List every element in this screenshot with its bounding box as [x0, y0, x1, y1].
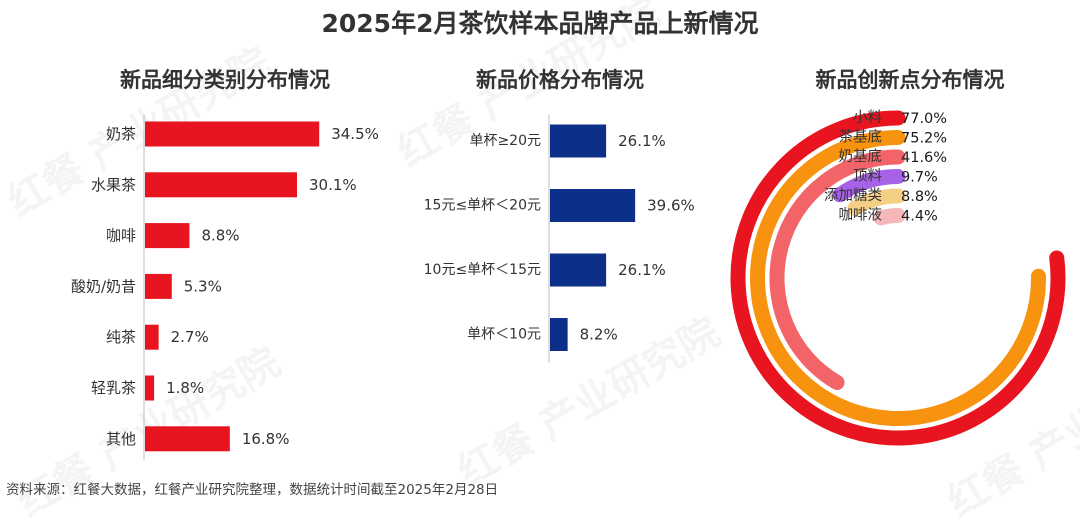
innovation-value-label: 9.7% — [901, 170, 938, 186]
category-value-label: 34.5% — [331, 125, 379, 143]
category-value-label: 1.8% — [166, 379, 204, 397]
price-value-label: 39.6% — [647, 197, 695, 215]
price-category-label: 15元≤单杯＜20元 — [424, 198, 541, 214]
category-bar — [145, 375, 155, 401]
category-bar — [145, 172, 298, 198]
innovation-category-label: 添加糖类 — [824, 187, 882, 204]
innovation-category-label: 小料 — [853, 109, 882, 126]
category-category-label: 酸奶/奶昔 — [71, 277, 136, 295]
category-category-label: 水果茶 — [91, 176, 136, 194]
price-category-label: 单杯＜10元 — [467, 327, 541, 343]
price-category-label: 10元≤单杯＜15元 — [424, 262, 541, 278]
price-value-label: 26.1% — [618, 132, 666, 150]
price-bar-chart: 单杯≥20元 26.1% 15元≤单杯＜20元 39.6% 10元≤单杯＜15元 26.1… — [424, 114, 695, 363]
category-category-label: 轻乳茶 — [91, 379, 136, 397]
category-category-label: 其他 — [106, 430, 136, 448]
category-bar-chart: 奶茶 34.5% 水果茶 30.1% 咖啡 8.8% 酸奶/奶昔 5.3% 纯茶 2.7% 轻乳茶 1… — [71, 114, 379, 461]
innovation-ring — [832, 169, 906, 203]
category-value-label: 5.3% — [184, 277, 222, 295]
category-bar — [145, 223, 190, 249]
innovation-value-label: 77.0% — [901, 111, 947, 127]
innovation-ring — [730, 110, 1066, 446]
page-title: 2025年2月茶饮样本品牌产品上新情况 — [321, 9, 759, 38]
category-category-label: 奶茶 — [106, 125, 136, 143]
innovation-radial-chart: 小料 77.0% 茶基底 75.2% 奶基底 41.6% 顶料 9.7% 添加糖类 8.8% 咖啡液… — [730, 109, 1066, 446]
category-bar — [145, 121, 320, 147]
price-bar — [550, 189, 636, 222]
price-bar — [550, 318, 568, 351]
innovation-category-label: 茶基底 — [839, 129, 883, 146]
innovation-value-label: 8.8% — [901, 189, 938, 205]
innovation-value-label: 75.2% — [901, 131, 947, 147]
price-bar — [550, 253, 607, 287]
category-bar — [145, 273, 172, 299]
category-value-label: 8.8% — [201, 227, 239, 245]
innovation-category-label: 咖啡液 — [839, 207, 883, 224]
category-value-label: 16.8% — [242, 430, 290, 448]
price-category-label: 单杯≥20元 — [469, 133, 541, 149]
innovation-category-label: 奶基底 — [839, 148, 883, 165]
category-bar — [145, 426, 230, 452]
innovation-ring — [847, 188, 906, 216]
innovation-ring — [750, 130, 1046, 426]
chart-title-innovation: 新品创新点分布情况 — [815, 68, 1005, 92]
category-value-label: 2.7% — [171, 328, 209, 346]
category-category-label: 咖啡 — [106, 227, 136, 245]
innovation-ring — [873, 208, 906, 226]
innovation-value-label: 4.4% — [901, 209, 938, 225]
category-category-label: 纯茶 — [106, 328, 136, 346]
chart-title-category: 新品细分类别分布情况 — [120, 68, 330, 92]
chart-title-price: 新品价格分布情况 — [476, 68, 644, 92]
price-bar — [550, 124, 607, 158]
source-footer: 资料来源：红餐大数据，红餐产业研究院整理，数据统计时间截至2025年2月28日 — [6, 482, 499, 498]
innovation-value-label: 41.6% — [901, 150, 947, 166]
category-value-label: 30.1% — [309, 176, 357, 194]
price-value-label: 26.1% — [618, 261, 666, 279]
category-bar — [145, 324, 159, 350]
innovation-ring — [769, 149, 906, 391]
innovation-category-label: 顶料 — [853, 168, 882, 185]
price-value-label: 8.2% — [580, 326, 618, 344]
